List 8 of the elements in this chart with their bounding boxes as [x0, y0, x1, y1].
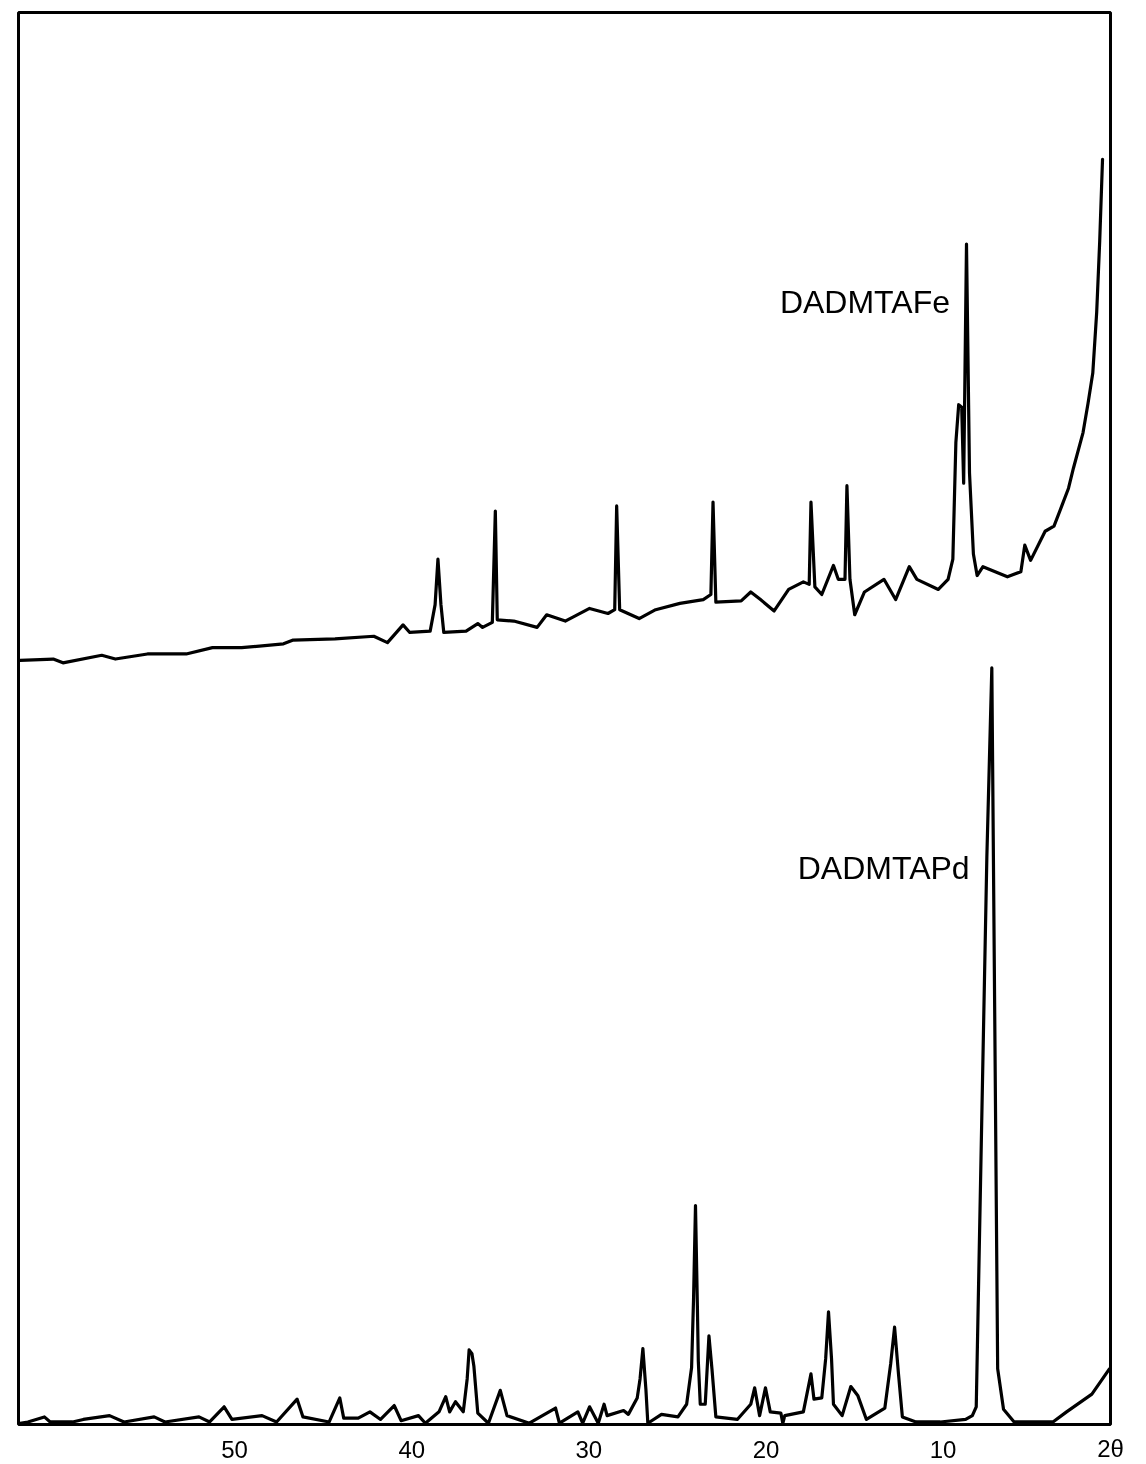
x-tick-label: 50: [221, 1435, 248, 1463]
series-label: DADMTAPd: [797, 850, 970, 887]
series-label: DADMTAFe: [779, 283, 950, 320]
x-tick-label: 10: [929, 1435, 957, 1463]
x-tick-label: 30: [575, 1435, 603, 1463]
x-tick-label: 20: [752, 1435, 780, 1463]
x-axis-title: 2θ: [1097, 1434, 1124, 1462]
x-tick-label: 40: [398, 1435, 426, 1463]
